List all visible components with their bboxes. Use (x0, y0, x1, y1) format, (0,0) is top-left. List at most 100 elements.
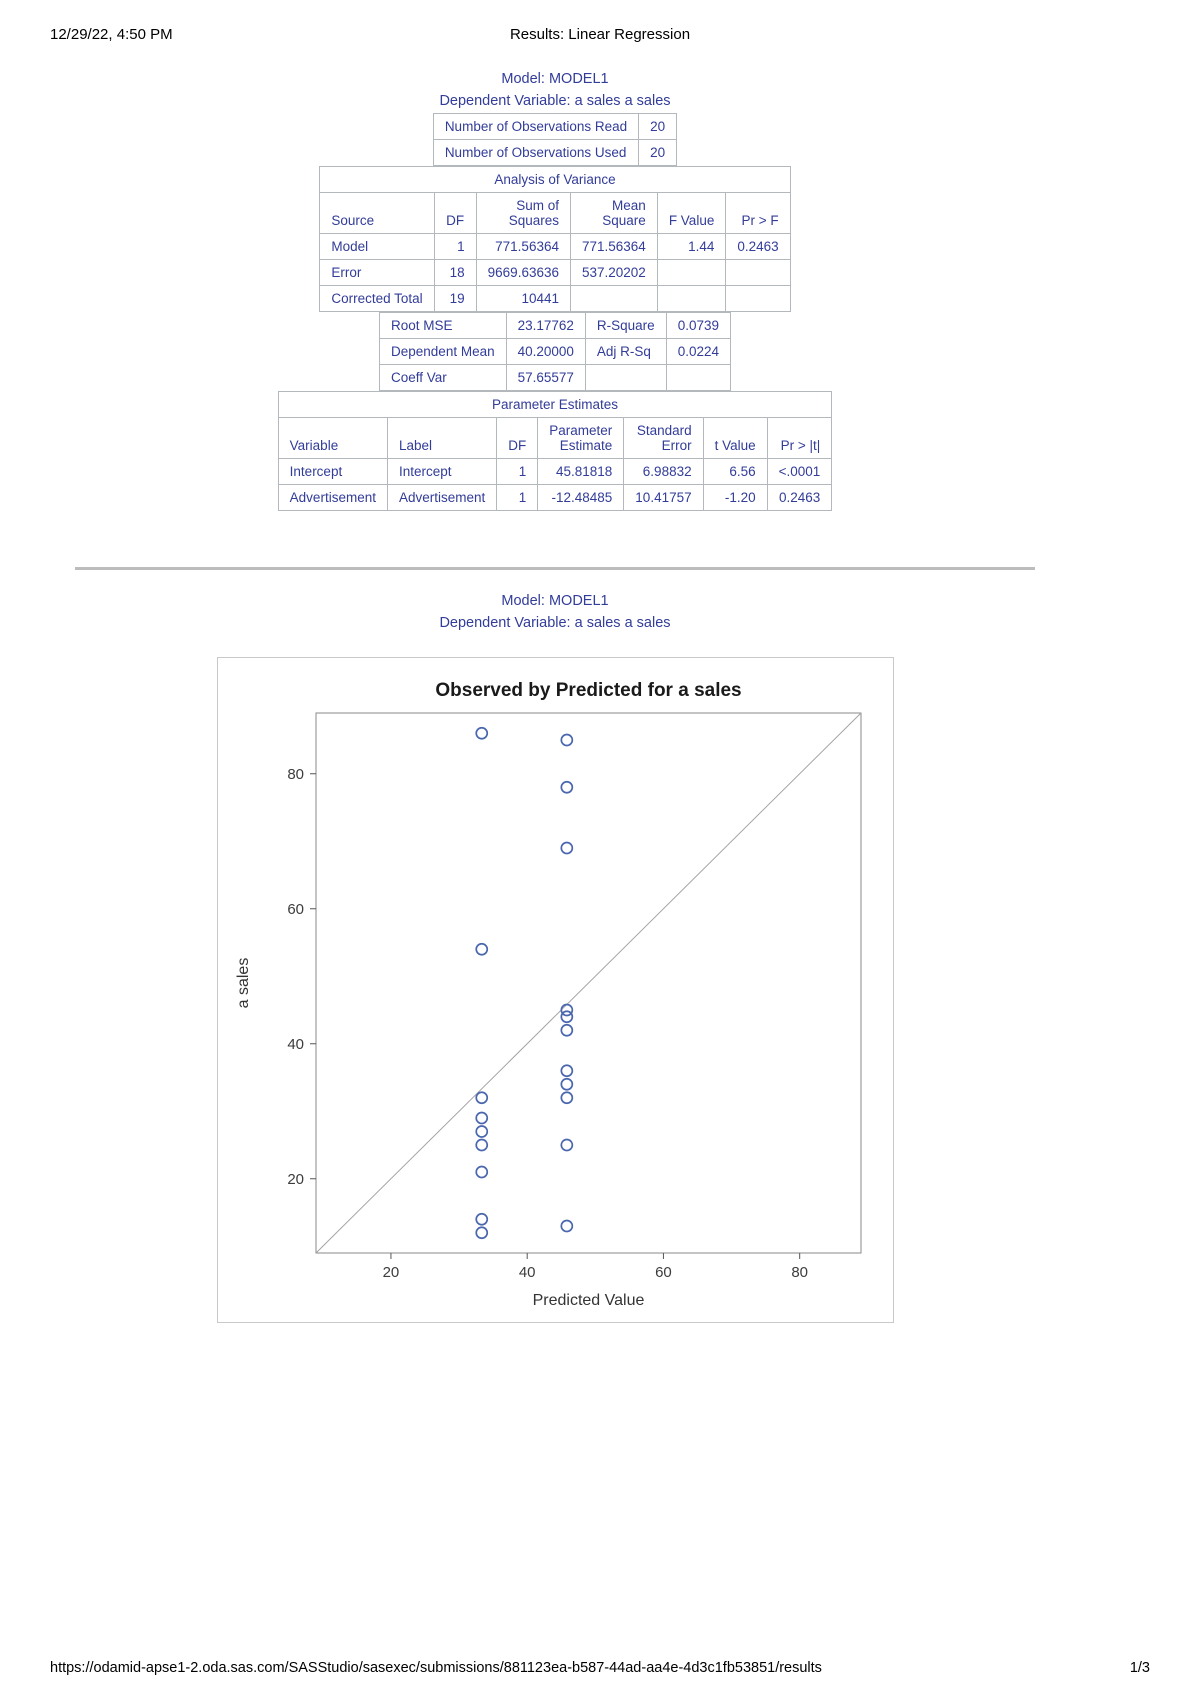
scatter-point (559, 1091, 573, 1104)
fit-label: Dependent Mean (379, 337, 507, 365)
x-tick-label: 40 (518, 1264, 535, 1281)
y-tick-label: 60 (287, 901, 304, 918)
parameter-estimates-table: Parameter Estimates Variable Label DF Pa… (277, 390, 833, 511)
table-header-row: Variable Label DF Parameter Estimate Sta… (277, 416, 833, 459)
table-row: Dependent Mean 40.20000 Adj R-Sq 0.0224 (379, 337, 731, 365)
table-row: Advertisement Advertisement 1 -12.48485 … (277, 483, 833, 511)
params-title: Parameter Estimates (277, 390, 833, 418)
params-cell: 1 (496, 457, 539, 485)
scatter-point (474, 1165, 488, 1179)
x-tick-label: 80 (791, 1264, 808, 1281)
obs-read-label: Number of Observations Read (432, 112, 640, 140)
anova-cell (656, 258, 727, 286)
anova-col-sum-squares: Sum of Squares (475, 191, 571, 234)
y-tick-label: 40 (287, 1036, 304, 1053)
fit-label: Root MSE (379, 311, 507, 339)
footer-url: https://odamid-apse1-2.oda.sas.com/SASSt… (50, 1660, 822, 1676)
params-col-t-value: t Value (702, 416, 768, 459)
fit-statistics-table: Root MSE 23.17762 R-Square 0.0739 Depend… (379, 311, 731, 391)
anova-cell: 771.56364 (569, 232, 658, 260)
table-row: Corrected Total 19 10441 (319, 284, 791, 312)
x-tick-label: 20 (382, 1264, 399, 1281)
observed-by-predicted-plot: 20 40 60 80 20 40 60 80 Observed by Predicted fo… (235, 680, 861, 1309)
fit-value (665, 363, 731, 391)
document-title: Results: Linear Regression (509, 26, 691, 43)
x-axis-label: Predicted Value (532, 1292, 644, 1309)
params-col-pr-t: Pr > |t| (766, 416, 833, 459)
params-col-label: Label (386, 416, 498, 459)
scatter-point (474, 1226, 488, 1239)
obs-read-value: 20 (638, 112, 678, 140)
params-col-variable: Variable (277, 416, 388, 459)
params-cell: -1.20 (702, 483, 768, 511)
anova-col-mean-square: Mean Square (569, 191, 658, 234)
anova-cell: 0.2463 (725, 232, 791, 260)
params-cell: 6.98832 (623, 457, 704, 485)
params-cell: Advertisement (386, 483, 498, 511)
params-cell: Intercept (386, 457, 498, 485)
y-tick-label: 20 (287, 1171, 304, 1188)
anova-cell: 9669.63636 (475, 258, 571, 286)
section-divider (75, 566, 1035, 570)
fit-label: Coeff Var (379, 363, 507, 391)
scatter-point (559, 841, 573, 855)
anova-cell: 537.20202 (569, 258, 658, 286)
model-header-bottom: Model: MODEL1 Dependent Variable: a sale… (75, 590, 1035, 635)
scatter-point (559, 1003, 573, 1017)
scatter-point (559, 1023, 573, 1037)
table-row: Error 18 9669.63636 537.20202 (319, 258, 791, 286)
params-cell: Intercept (277, 457, 388, 485)
page-footer: https://odamid-apse1-2.oda.sas.com/SASSt… (50, 1660, 1150, 1676)
anova-cell: 771.56364 (475, 232, 571, 260)
scatter-point (559, 780, 573, 794)
fit-label: Adj R-Sq (584, 337, 667, 365)
table-row: Intercept Intercept 1 45.81818 6.98832 6… (277, 457, 833, 485)
table-row: Model 1 771.56364 771.56364 1.44 0.2463 (319, 232, 791, 260)
scatter-point (559, 1077, 573, 1091)
params-cell: 45.81818 (537, 457, 625, 485)
anova-cell: 18 (433, 258, 477, 286)
params-cell: 0.2463 (766, 483, 833, 511)
fit-label: R-Square (584, 311, 667, 339)
scatter-point (474, 1091, 488, 1104)
page-header: 12/29/22, 4:50 PM Results: Linear Regres… (0, 0, 1200, 52)
timestamp: 12/29/22, 4:50 PM (50, 26, 173, 43)
params-cell: 1 (496, 483, 539, 511)
params-cell: 6.56 (702, 457, 768, 485)
anova-cell: 1 (433, 232, 477, 260)
scatter-point (474, 1138, 488, 1152)
anova-cell (656, 284, 727, 312)
dependent-variable-line: Dependent Variable: a sales a sales (439, 615, 671, 632)
fit-value: 0.0224 (665, 337, 731, 365)
obs-used-label: Number of Observations Used (432, 138, 640, 166)
scatter-point (559, 1010, 573, 1023)
page-number: 1/3 (1129, 1660, 1150, 1676)
anova-col-f-value: F Value (656, 191, 727, 234)
anova-table: Analysis of Variance Source DF Sum of Sq… (319, 165, 791, 312)
identity-reference-line (315, 712, 861, 1254)
anova-col-df: DF (433, 191, 477, 234)
anova-col-source: Source (319, 191, 435, 234)
params-cell: -12.48485 (537, 483, 625, 511)
fit-value: 0.0739 (665, 311, 731, 339)
fit-value: 57.65577 (505, 363, 586, 391)
anova-cell (725, 284, 791, 312)
params-col-std-error: Standard Error (623, 416, 704, 459)
anova-cell: Corrected Total (319, 284, 435, 312)
observations-table: Number of Observations Read 20 Number of… (432, 112, 678, 166)
x-tick-label: 60 (655, 1264, 672, 1281)
y-tick-label: 80 (287, 766, 304, 783)
anova-title: Analysis of Variance (319, 165, 791, 193)
anova-cell (569, 284, 658, 312)
scatter-point (559, 1219, 573, 1233)
anova-cell: Error (319, 258, 435, 286)
chart-title: Observed by Predicted for a sales (435, 680, 741, 701)
dependent-variable-line: Dependent Variable: a sales a sales (439, 93, 671, 110)
params-col-estimate: Parameter Estimate (537, 416, 625, 459)
content-column: Model: MODEL1 Dependent Variable: a sale… (75, 68, 1035, 1323)
params-col-df: DF (496, 416, 539, 459)
scatter-point (474, 1125, 488, 1138)
table-row: Number of Observations Read 20 (432, 112, 678, 140)
scatter-point (559, 1064, 573, 1077)
scatter-point (474, 726, 488, 740)
